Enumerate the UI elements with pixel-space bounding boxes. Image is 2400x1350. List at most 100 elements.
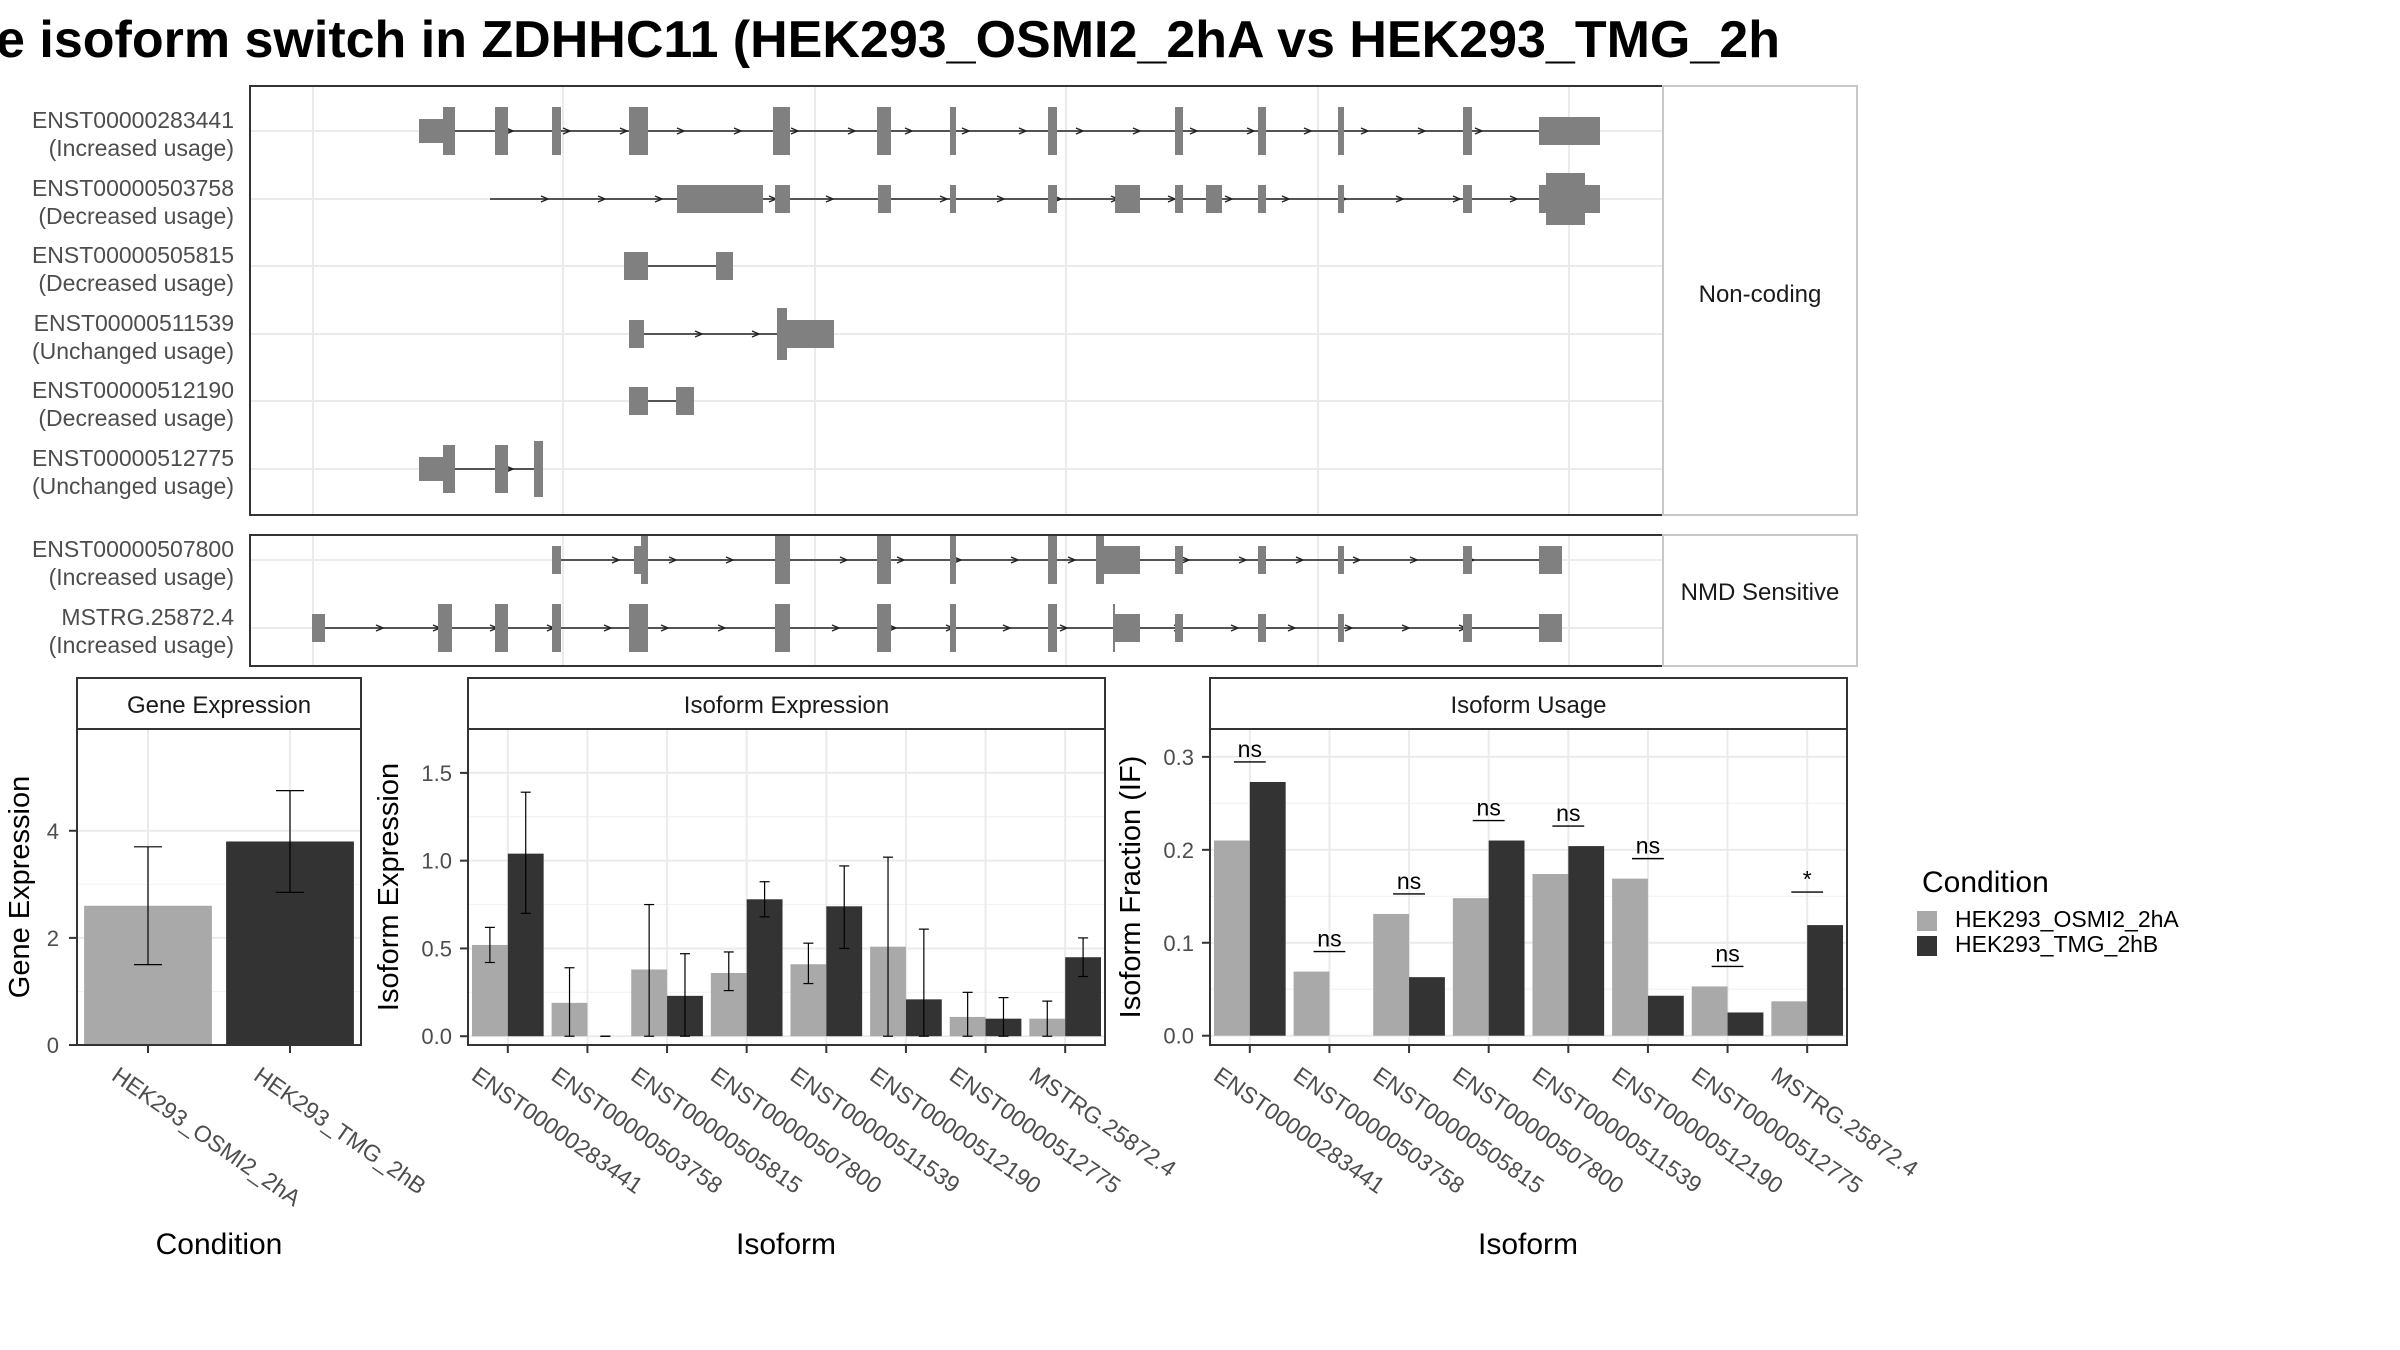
exon (534, 441, 543, 497)
strand-arrow (505, 127, 515, 135)
strand-arrow (654, 195, 664, 203)
exon (1338, 614, 1344, 642)
transcript-usage-label: (Increased usage) (49, 564, 234, 590)
bar (1488, 840, 1525, 1036)
strand-arrow (1002, 624, 1012, 632)
bar (1373, 913, 1410, 1036)
transcript-usage-label: (Unchanged usage) (32, 338, 234, 364)
facet-strip (76, 677, 362, 730)
transcript-id-label: ENST00000512190 (32, 377, 234, 403)
transcript-id-label: ENST00000507800 (32, 536, 234, 562)
bar (1807, 925, 1844, 1036)
strand-arrow (831, 624, 841, 632)
exon (1175, 614, 1183, 642)
facet-strip-label: NMD Sensitive (1681, 579, 1840, 606)
transcript-usage-label: (Unchanged usage) (32, 473, 234, 499)
exon (443, 107, 455, 155)
chart-panel: ns ns ns ns ns ns ns * Isoform Usage 0.0 0.1 0.2 0.3… (1115, 677, 1923, 1261)
transcript-id-label: MSTRG.25872.4 (61, 604, 234, 630)
strand-arrow (505, 465, 515, 473)
strand-arrow (619, 127, 629, 135)
strand-arrow (953, 556, 963, 564)
strand-arrow (1238, 556, 1248, 564)
exon (419, 457, 443, 481)
y-tick-label: 0.0 (1163, 1024, 1194, 1049)
structure-panel-bg (250, 535, 1663, 666)
exon (1539, 614, 1562, 642)
x-axis-title: Condition (156, 1228, 283, 1261)
exon (777, 308, 787, 360)
exon (1258, 107, 1266, 155)
transcript-usage-label: (Decreased usage) (38, 270, 234, 296)
exon (1546, 173, 1585, 225)
strand-arrow (1303, 127, 1313, 135)
transcript-usage-label: (Decreased usage) (38, 203, 234, 229)
strand-arrow (1417, 127, 1427, 135)
exon (1258, 546, 1266, 574)
exon (716, 252, 733, 280)
exon (1048, 185, 1057, 213)
strand-arrow (904, 127, 914, 135)
transcript-id-label: ENST00000503758 (32, 175, 234, 201)
exon (1206, 185, 1222, 213)
strand-arrow (1075, 127, 1085, 135)
bar (1691, 986, 1728, 1036)
exon (641, 536, 648, 584)
strand-arrow (839, 556, 849, 564)
exon (1463, 614, 1472, 642)
transcript-track (419, 441, 543, 497)
strand-arrow (597, 195, 607, 203)
facet-strip (1662, 85, 1858, 516)
significance-label: * (1803, 866, 1812, 892)
strand-arrow (847, 127, 857, 135)
legend-label-b: HEK293_TMG_2hB (1955, 931, 2158, 957)
legend: Condition HEK293_OSMI2_2hA HEK293_TMG_2h… (1917, 866, 2179, 957)
strand-arrow (668, 556, 678, 564)
exon (1539, 546, 1562, 574)
exon (1338, 546, 1344, 574)
chart-panel: Isoform Expression 0.0 0.5 1.0 1.5 Isoform Ex… (373, 677, 1181, 1261)
exon (676, 387, 694, 415)
bar (1409, 977, 1445, 1036)
significance-label: ns (1238, 736, 1262, 762)
exon (1115, 185, 1140, 213)
exon (1585, 185, 1600, 213)
figure-title: e isoform switch in ZDHHC11 (HEK293_OSMI… (0, 11, 1780, 69)
bar (1727, 1012, 1764, 1036)
transcript-track (490, 173, 1600, 225)
panel-title: Gene Expression (127, 692, 311, 719)
exon (1048, 604, 1057, 652)
exon (1463, 185, 1472, 213)
strand-arrow (1344, 624, 1354, 632)
exon (773, 107, 790, 155)
legend-label-a: HEK293_OSMI2_2hA (1955, 906, 2179, 932)
y-axis-title: Gene Expression (4, 776, 36, 998)
bar (1647, 995, 1684, 1036)
legend-swatch-a (1917, 911, 1937, 931)
exon (1048, 536, 1057, 584)
strand-arrow (996, 195, 1006, 203)
transcript-usage-label: (Increased usage) (49, 632, 234, 658)
strand-arrow (375, 624, 385, 632)
bar (1293, 971, 1330, 1036)
significance-label: ns (1317, 926, 1341, 952)
y-tick-label: 0.3 (1163, 745, 1194, 770)
y-axis-title: Isoform Expression (373, 763, 405, 1011)
exon (1258, 614, 1266, 642)
exon (950, 107, 956, 155)
exon (1338, 185, 1344, 213)
significance-label: ns (1477, 795, 1501, 821)
y-tick-label: 0.2 (1163, 838, 1194, 863)
exon (775, 604, 790, 652)
strand-arrow (751, 330, 761, 338)
x-axis-title: Isoform (736, 1228, 836, 1261)
bar (1568, 846, 1605, 1036)
strand-arrow (717, 624, 727, 632)
legend-title: Condition (1922, 866, 2049, 899)
exon (950, 536, 956, 584)
transcript-id-label: ENST00000512775 (32, 445, 234, 471)
strand-arrow (1360, 127, 1370, 135)
strand-arrow (1352, 556, 1362, 564)
exon (1175, 107, 1183, 155)
